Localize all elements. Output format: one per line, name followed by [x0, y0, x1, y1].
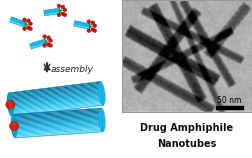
Polygon shape [13, 109, 101, 116]
Circle shape [47, 36, 50, 39]
Polygon shape [9, 85, 101, 97]
Polygon shape [14, 116, 102, 124]
Circle shape [63, 8, 67, 12]
Polygon shape [10, 21, 25, 27]
Polygon shape [10, 17, 26, 26]
Circle shape [57, 4, 61, 8]
Circle shape [29, 22, 32, 26]
Polygon shape [31, 43, 46, 49]
Polygon shape [10, 89, 101, 101]
Circle shape [91, 28, 94, 31]
Text: assembly: assembly [51, 64, 94, 73]
Polygon shape [14, 125, 102, 132]
Circle shape [29, 27, 32, 30]
Circle shape [47, 43, 50, 46]
Circle shape [6, 100, 15, 109]
Polygon shape [11, 96, 102, 108]
Polygon shape [14, 119, 102, 126]
Polygon shape [15, 128, 103, 136]
Polygon shape [44, 12, 60, 16]
Circle shape [57, 13, 61, 17]
Polygon shape [10, 90, 101, 102]
Circle shape [93, 24, 97, 27]
Polygon shape [13, 110, 101, 118]
Polygon shape [11, 100, 103, 113]
Ellipse shape [11, 114, 17, 138]
Polygon shape [9, 83, 101, 95]
Circle shape [43, 44, 46, 47]
Circle shape [43, 35, 46, 38]
Ellipse shape [99, 108, 105, 132]
Polygon shape [15, 130, 103, 137]
Polygon shape [14, 121, 102, 128]
Text: Nanotubes: Nanotubes [157, 139, 217, 149]
Polygon shape [14, 112, 101, 119]
Polygon shape [12, 103, 103, 115]
Circle shape [49, 44, 52, 47]
Polygon shape [11, 95, 102, 107]
Circle shape [10, 122, 19, 131]
Polygon shape [14, 115, 102, 122]
Circle shape [93, 29, 97, 32]
Text: 50 nm: 50 nm [217, 96, 242, 105]
Polygon shape [14, 122, 102, 130]
Polygon shape [9, 82, 100, 94]
Polygon shape [74, 25, 89, 29]
Polygon shape [14, 114, 102, 121]
Polygon shape [15, 131, 103, 138]
Polygon shape [15, 126, 102, 133]
Polygon shape [11, 97, 102, 109]
Circle shape [61, 5, 65, 9]
Polygon shape [14, 118, 102, 125]
Circle shape [87, 29, 91, 32]
Ellipse shape [98, 82, 105, 105]
Polygon shape [11, 98, 102, 111]
Polygon shape [14, 124, 102, 131]
Polygon shape [74, 21, 90, 28]
Polygon shape [13, 108, 101, 115]
Circle shape [23, 27, 26, 30]
Polygon shape [10, 92, 102, 105]
Circle shape [49, 39, 52, 42]
Circle shape [91, 21, 94, 24]
Circle shape [27, 19, 30, 23]
Polygon shape [11, 99, 103, 112]
Polygon shape [10, 86, 101, 99]
Bar [122, 0, 252, 112]
Circle shape [61, 12, 65, 16]
Circle shape [27, 26, 30, 30]
Polygon shape [10, 91, 102, 103]
Polygon shape [9, 84, 101, 96]
Text: Drug Amphiphile: Drug Amphiphile [140, 123, 234, 133]
Polygon shape [14, 113, 102, 120]
Polygon shape [14, 120, 102, 127]
Ellipse shape [7, 93, 14, 116]
Polygon shape [44, 8, 60, 15]
Polygon shape [12, 104, 103, 116]
Bar [0, 0, 122, 158]
Polygon shape [29, 39, 46, 48]
Circle shape [23, 18, 26, 21]
Polygon shape [11, 102, 103, 114]
Polygon shape [10, 87, 101, 100]
Polygon shape [15, 127, 103, 134]
Polygon shape [10, 93, 102, 106]
Circle shape [87, 20, 91, 24]
Circle shape [63, 13, 67, 17]
